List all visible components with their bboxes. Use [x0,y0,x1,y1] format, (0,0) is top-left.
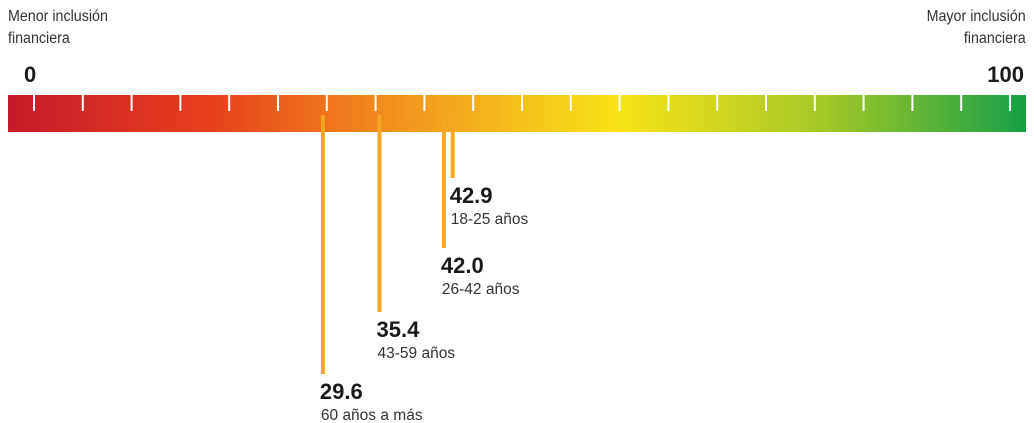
marker-value-label: 29.6 [320,379,363,404]
gradient-scale-bar [8,95,1026,132]
marker-group-label: 43-59 años [378,345,456,362]
scale-max-label: 100 [987,62,1024,87]
min-inclusion-caption: Menor inclusión financiera [8,6,108,50]
marker-group-label: 18-25 años [451,211,529,228]
age-group-markers: 42.9 18-25 años 42.0 26-42 años 35.4 43-59 añ… [320,115,529,423]
marker-group-label: 60 años a más [321,407,423,423]
scale-ticks [33,95,1011,111]
max-caption-line-1: Mayor inclusión [926,8,1026,25]
marker-group-label: 26-42 años [442,281,520,298]
max-caption-line-2: financiera [964,30,1026,47]
scale-min-label: 0 [24,62,37,87]
marker-value-label: 42.0 [441,253,484,278]
marker-value-label: 42.9 [450,183,493,208]
min-caption-line-1: Menor inclusión [8,8,108,25]
marker-value-label: 35.4 [377,317,421,342]
max-inclusion-caption: Mayor inclusión financiera [927,6,1026,50]
min-caption-line-2: financiera [8,30,70,47]
